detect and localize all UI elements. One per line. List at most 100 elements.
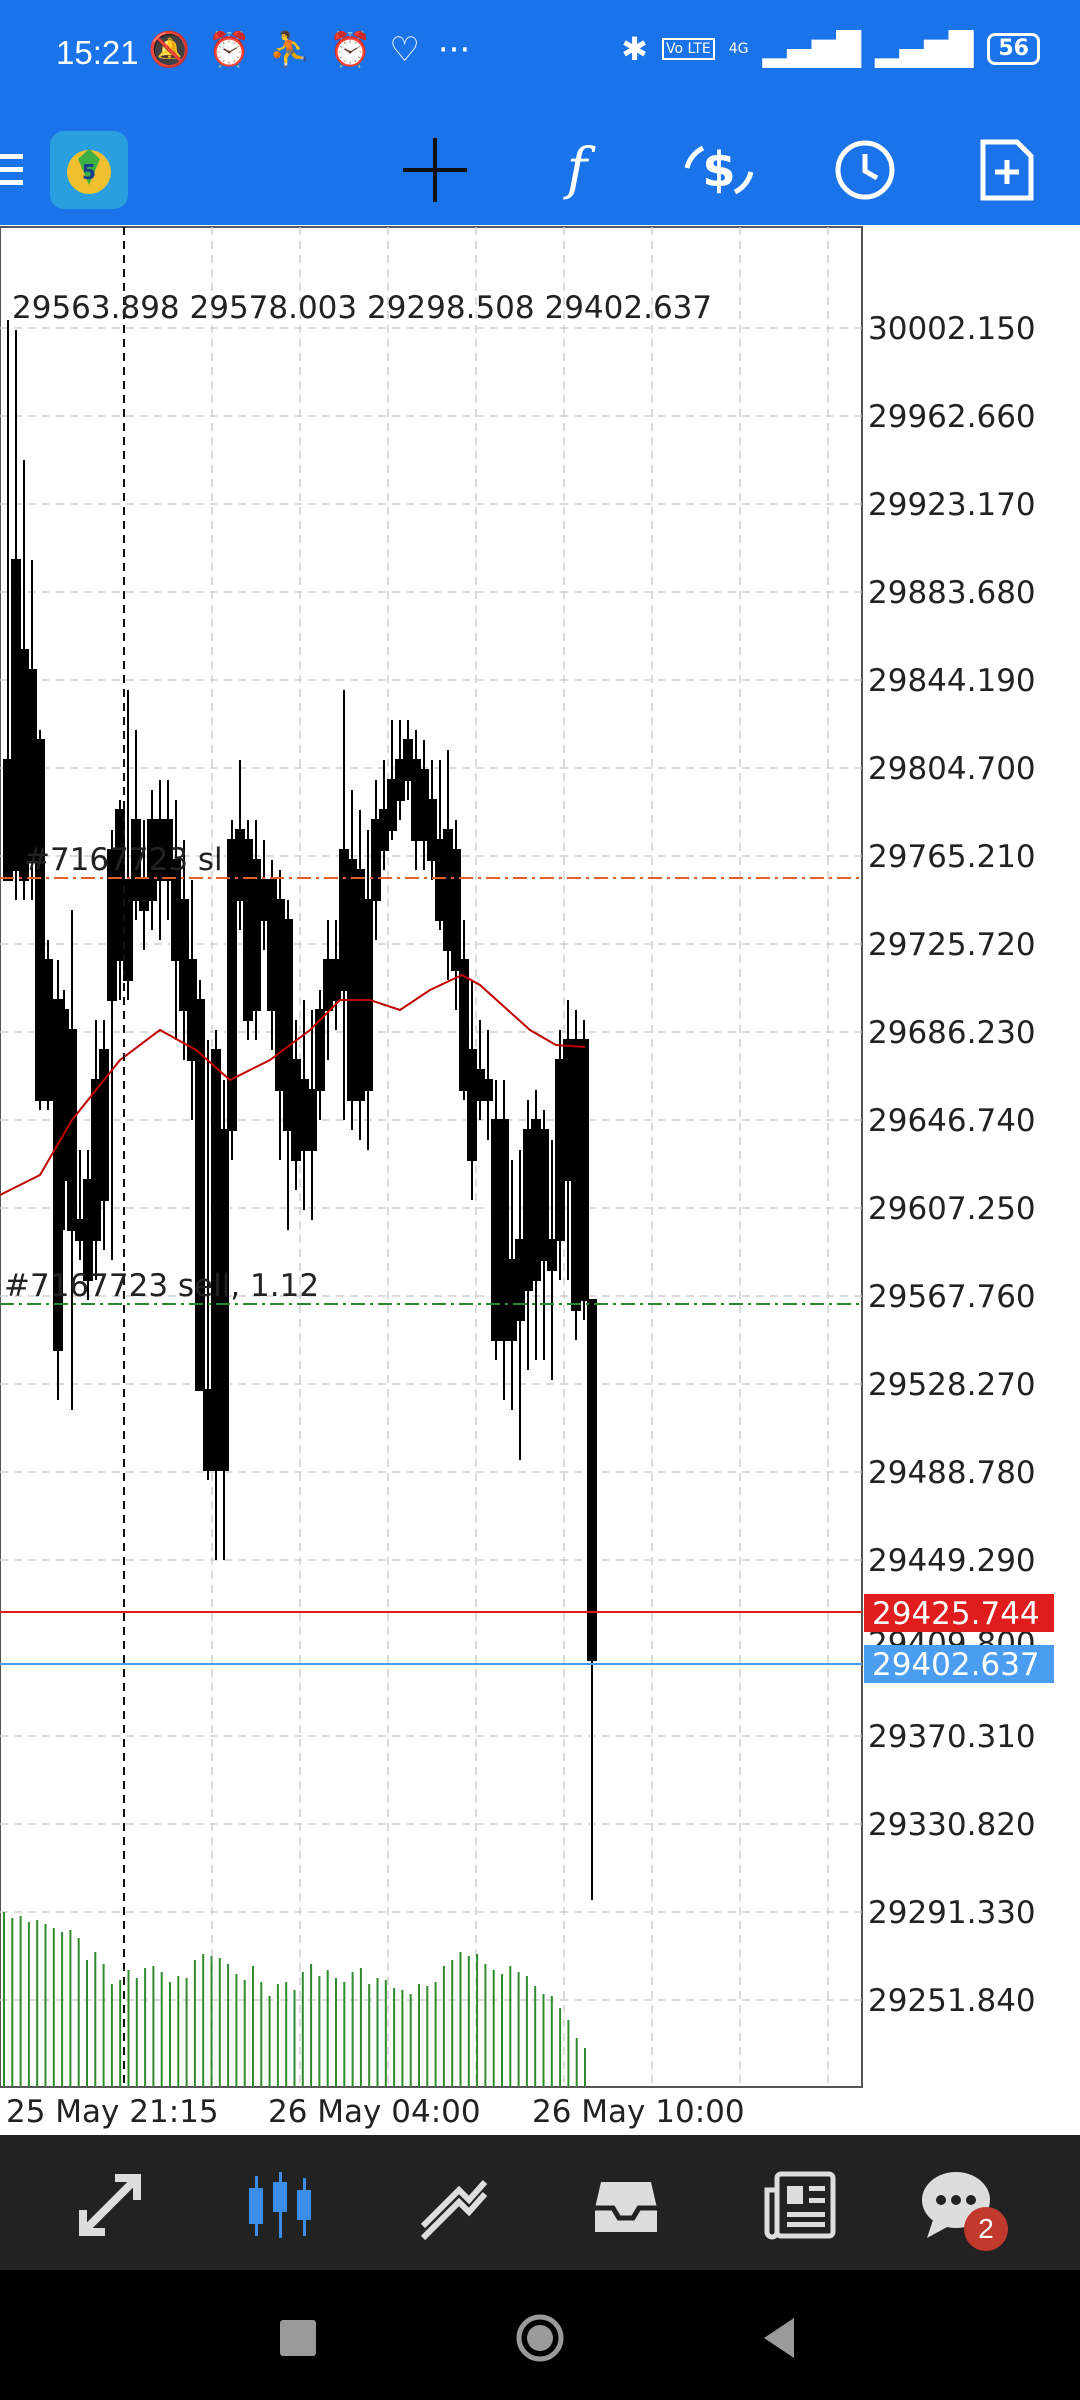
time-label-3: 26 May 10:00	[532, 2094, 745, 2130]
bottom-navigation: 2	[0, 2135, 1080, 2270]
status-bar: 15:21 🔕 ⏰ ⛹ ⏰ ♡ ··· ✱ Vo LTE 4G ▂▄▆█ ▂▄▆…	[0, 0, 1080, 115]
candle-body	[3, 759, 13, 881]
candle-body	[395, 759, 405, 801]
svg-text:f: f	[563, 138, 597, 202]
candle-body	[427, 799, 437, 861]
ask-price-text: 29425.744	[872, 1596, 1040, 1632]
candle-body	[347, 859, 357, 1101]
candle-body	[435, 839, 445, 921]
candle-body	[75, 1219, 85, 1241]
svg-text:$: $	[702, 142, 735, 198]
candle-body	[515, 1239, 525, 1321]
symbol-change-icon[interactable]: $	[676, 127, 762, 213]
price-label: 29291.330	[868, 1895, 1036, 1931]
trade-nav-icon[interactable]	[414, 2165, 494, 2245]
candle-body	[139, 879, 149, 911]
candle-body	[379, 809, 389, 851]
candle-body	[299, 1079, 309, 1151]
candle-body	[475, 1069, 485, 1101]
candle-body	[451, 849, 461, 971]
bluetooth-icon: ✱	[621, 30, 648, 68]
candle-body	[483, 1079, 493, 1101]
candle-body	[587, 1299, 597, 1661]
new-order-icon[interactable]	[964, 127, 1050, 213]
back-button[interactable]	[752, 2310, 808, 2366]
plot-frame	[0, 226, 863, 2088]
recents-button[interactable]	[270, 2310, 326, 2366]
chart-canvas[interactable]: #7167723 sl #7167723 sell, 1.12 29563.89…	[0, 225, 1080, 2135]
messages-badge: 2	[964, 2207, 1008, 2251]
candle-body	[419, 769, 429, 841]
candle-body	[531, 1119, 541, 1281]
candle-body	[275, 899, 285, 1091]
candle-body	[123, 879, 133, 981]
candle-body	[331, 959, 341, 1001]
price-label: 29567.760	[868, 1279, 1036, 1315]
price-label: 30002.150	[868, 311, 1036, 347]
candle-body	[27, 669, 37, 861]
ask-price-tag	[864, 1594, 1054, 1632]
function-icon[interactable]: f	[534, 127, 620, 213]
crosshair-icon[interactable]	[392, 127, 478, 213]
app-logo[interactable]: 5	[46, 127, 132, 213]
ohlc-header: 29563.898 29578.003 29298.508 29402.637	[12, 290, 712, 326]
bid-price-tag	[864, 1645, 1054, 1683]
candle-body	[243, 839, 253, 1021]
candle-body	[499, 1119, 509, 1341]
timeframe-clock-icon[interactable]	[822, 127, 908, 213]
candle-body	[59, 1009, 69, 1181]
candle-body	[131, 819, 141, 901]
alarm-icon: ⏰	[208, 30, 251, 70]
menu-icon[interactable]	[0, 127, 30, 213]
candle-body	[219, 1129, 229, 1471]
candle-body	[355, 869, 365, 1101]
signal-icon-2: ▂▄▆█	[874, 30, 974, 68]
chart-grid	[0, 227, 862, 2087]
candle-body	[91, 1079, 101, 1241]
mute-icon: 🔕	[148, 30, 191, 70]
candle-body	[291, 1059, 301, 1161]
chart-nav-icon[interactable]	[240, 2165, 320, 2245]
price-label: 29804.700	[868, 751, 1036, 787]
candle-body	[163, 819, 173, 881]
candle-body	[195, 999, 205, 1391]
stop-loss-label: #7167723 sl	[24, 842, 223, 878]
candle-body	[323, 959, 333, 1011]
candle-body	[547, 1239, 557, 1271]
bid-price-text: 29402.637	[872, 1647, 1040, 1683]
candle-body	[35, 739, 45, 1101]
candlesticks	[3, 320, 597, 1900]
history-nav-icon[interactable]	[586, 2165, 666, 2245]
candle-body	[43, 959, 53, 1101]
price-label: 29923.170	[868, 487, 1036, 523]
candle-body	[339, 849, 349, 991]
price-label: 29765.210	[868, 839, 1036, 875]
price-chart[interactable]: #7167723 sl #7167723 sell, 1.12 29563.89…	[0, 225, 1080, 2135]
candle-body	[259, 879, 269, 921]
price-axis: 30002.150 29962.660 29923.170 29883.680 2984…	[868, 311, 1036, 2019]
candle-body	[411, 759, 421, 841]
status-notification-icons: 🔕 ⏰ ⛹ ⏰ ♡ ···	[148, 30, 470, 70]
candle-body	[315, 1009, 325, 1091]
candle-body	[235, 829, 245, 901]
messages-nav-icon[interactable]: 2	[916, 2165, 1008, 2251]
news-nav-icon[interactable]	[760, 2165, 840, 2245]
sell-order-label: #7167723 sell, 1.12	[4, 1268, 319, 1304]
candle-body	[227, 839, 237, 1131]
candle-body	[403, 739, 413, 781]
time-label-2: 26 May 04:00	[268, 2094, 481, 2130]
price-label: 29528.270	[868, 1367, 1036, 1403]
price-label: 29330.820	[868, 1807, 1036, 1843]
status-time: 15:21	[56, 34, 139, 71]
candle-body	[211, 1049, 221, 1471]
candle-body	[523, 1129, 533, 1291]
activity-icon: ⛹	[268, 30, 312, 70]
price-label: 29488.780	[868, 1455, 1036, 1491]
quotes-nav-icon[interactable]	[70, 2165, 150, 2245]
candle-body	[307, 1089, 317, 1151]
candle-body	[283, 919, 293, 1131]
home-button[interactable]	[512, 2310, 568, 2366]
candle-body	[459, 959, 469, 1091]
price-label: 29962.660	[868, 399, 1036, 435]
status-system-icons: ✱ Vo LTE 4G ▂▄▆█ ▂▄▆█ 56	[621, 30, 1040, 68]
